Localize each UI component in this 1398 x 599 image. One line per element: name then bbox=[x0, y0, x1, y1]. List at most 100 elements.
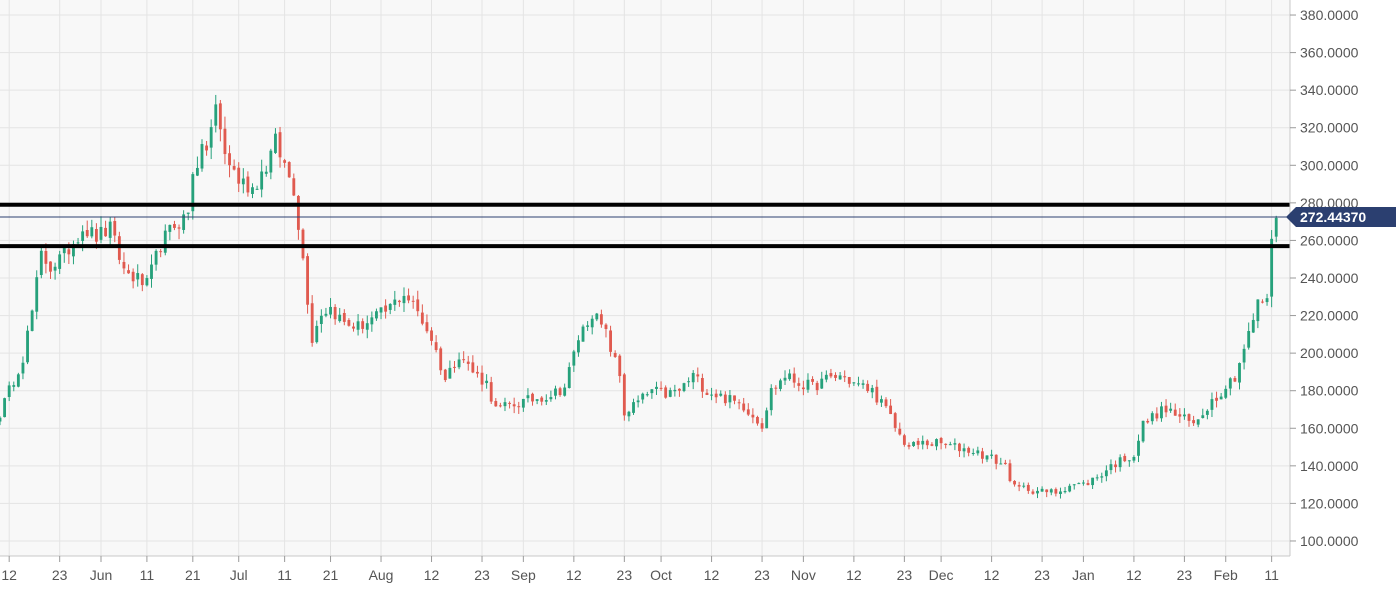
candle-body bbox=[416, 299, 420, 312]
candle-body bbox=[1215, 397, 1218, 401]
candle-body bbox=[104, 227, 108, 237]
candle-body bbox=[604, 324, 608, 330]
candle-body bbox=[760, 423, 764, 429]
candle-body bbox=[287, 162, 291, 178]
candle-body bbox=[12, 385, 16, 387]
candle-body bbox=[324, 313, 328, 316]
x-tick-label: Sep bbox=[511, 567, 536, 583]
candle-body bbox=[356, 321, 360, 330]
candle-body bbox=[453, 366, 456, 368]
candle-body bbox=[186, 212, 190, 214]
candle-body bbox=[251, 187, 254, 194]
candle-body bbox=[503, 402, 507, 407]
candle-body bbox=[1247, 331, 1251, 348]
candle-body bbox=[434, 342, 438, 351]
candle-body bbox=[471, 362, 475, 373]
candle-body bbox=[237, 167, 241, 184]
candle-body bbox=[1265, 298, 1269, 303]
candle-body bbox=[682, 383, 686, 391]
candle-body bbox=[508, 402, 511, 404]
y-tick-label: 360.0000 bbox=[1300, 45, 1359, 61]
candle-body bbox=[852, 382, 856, 384]
candle-body bbox=[678, 388, 681, 391]
candle-body bbox=[549, 397, 553, 400]
candle-body bbox=[843, 376, 847, 378]
candle-body bbox=[1086, 483, 1090, 486]
candle-body bbox=[792, 373, 796, 383]
candle-body bbox=[1031, 491, 1035, 494]
candle-body bbox=[953, 443, 957, 445]
candle-body bbox=[783, 377, 787, 381]
candle-body bbox=[425, 322, 429, 332]
candle-body bbox=[829, 373, 833, 377]
candle-body bbox=[228, 153, 231, 166]
candle-body bbox=[1118, 457, 1122, 468]
candle-body bbox=[857, 383, 860, 385]
y-tick-label: 380.0000 bbox=[1300, 7, 1359, 23]
candle-body bbox=[1219, 396, 1223, 400]
candle-body bbox=[586, 325, 590, 327]
candle-body bbox=[1228, 378, 1232, 389]
candle-body bbox=[1123, 455, 1127, 462]
y-axis: 100.0000 120.0000 140.0000 160.0000 180.0000… bbox=[1290, 7, 1359, 549]
candle-body bbox=[379, 307, 383, 313]
candle-body bbox=[214, 104, 218, 126]
candle-body bbox=[1072, 484, 1076, 486]
candle-body bbox=[1224, 388, 1228, 398]
candle-body bbox=[746, 409, 750, 415]
candle-body bbox=[296, 195, 300, 230]
candle-body bbox=[1127, 460, 1131, 462]
candle-body bbox=[668, 390, 672, 397]
candle-body bbox=[554, 388, 557, 396]
candle-body bbox=[884, 399, 888, 407]
candle-body bbox=[99, 226, 103, 240]
candle-body bbox=[1242, 348, 1246, 363]
candle-body bbox=[457, 359, 461, 368]
current-price-tag bbox=[1286, 207, 1396, 228]
candle-body bbox=[811, 379, 814, 382]
candle-body bbox=[636, 400, 640, 403]
candle-body bbox=[526, 395, 530, 399]
x-tick-label: 23 bbox=[1177, 567, 1193, 583]
y-tick-label: 280.0000 bbox=[1300, 195, 1359, 211]
candle-body bbox=[847, 377, 851, 384]
candle-body bbox=[1201, 415, 1205, 418]
candle-body bbox=[797, 383, 801, 386]
candle-body bbox=[209, 127, 213, 148]
candle-body bbox=[241, 178, 245, 185]
candle-body bbox=[448, 367, 452, 379]
candle-body bbox=[1132, 456, 1136, 461]
candle-body bbox=[622, 374, 626, 416]
candle-body bbox=[195, 167, 199, 176]
candle-body bbox=[420, 312, 424, 324]
y-tick-label: 140.0000 bbox=[1300, 458, 1359, 474]
x-axis: 12 23 Jun 11 21 Jul 11 21 Aug 12 23 Sep 12 23 Oct 12 23 N… bbox=[1, 556, 1279, 583]
candle-body bbox=[962, 448, 966, 452]
candle-body bbox=[723, 394, 727, 404]
candle-body bbox=[7, 385, 11, 397]
candle-body bbox=[402, 295, 406, 304]
candle-body bbox=[756, 416, 759, 424]
candle-body bbox=[930, 444, 934, 446]
candle-body bbox=[200, 144, 204, 169]
candle-body bbox=[870, 387, 874, 393]
candle-body bbox=[834, 374, 837, 378]
candle-body bbox=[39, 250, 43, 275]
candle-body bbox=[531, 393, 534, 402]
y-tick-label: 240.0000 bbox=[1300, 270, 1359, 286]
candle-body bbox=[476, 371, 479, 374]
candle-body bbox=[384, 305, 388, 312]
candle-body bbox=[1137, 440, 1140, 456]
x-tick-label: 23 bbox=[474, 567, 490, 583]
x-tick-label: 23 bbox=[897, 567, 913, 583]
candle-body bbox=[838, 375, 842, 380]
candle-body bbox=[122, 261, 126, 269]
x-tick-label: 11 bbox=[1264, 567, 1279, 583]
candle-body bbox=[1155, 413, 1159, 419]
candle-body bbox=[255, 188, 259, 190]
candle-body bbox=[1054, 489, 1058, 494]
candle-body bbox=[90, 227, 94, 237]
candle-body bbox=[26, 330, 29, 363]
horizontal-levels bbox=[0, 202, 1290, 249]
x-tick-label: 21 bbox=[185, 567, 201, 583]
